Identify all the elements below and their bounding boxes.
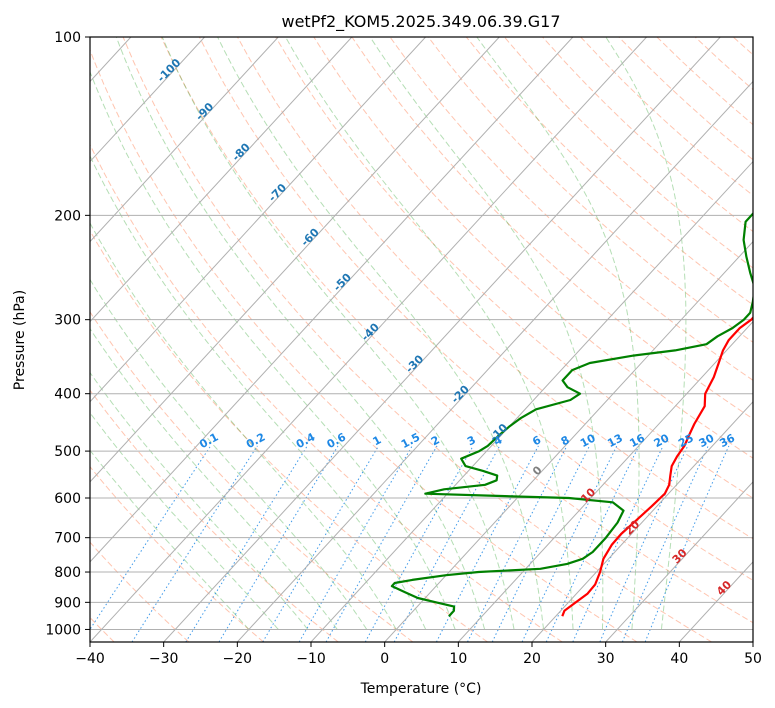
y-axis-title: Pressure (hPa) [12, 290, 28, 390]
y-tick-label: 300 [54, 313, 81, 329]
x-tick-label: 50 [744, 651, 762, 667]
mixing-ratio-label: 10 [578, 431, 598, 450]
moist-adiabat [285, 37, 574, 630]
dry-adiabat [90, 229, 488, 642]
mixing-ratio-label: 25 [676, 431, 696, 450]
skewed-isotherm [90, 37, 353, 323]
pressure-gridlines [90, 37, 753, 630]
dry-adiabat [465, 37, 753, 306]
y-tick-label: 700 [54, 531, 81, 547]
skewed-isotherms [90, 37, 753, 642]
y-tick-label: 100 [54, 30, 81, 46]
skewed-isotherm [90, 37, 574, 563]
moist-adiabat [90, 222, 397, 630]
skewed-isotherm [531, 401, 753, 642]
y-tick-label: 600 [54, 491, 81, 507]
moist-adiabat [90, 327, 338, 630]
sounding-profiles [390, 211, 753, 617]
dewpoint-profile [390, 211, 753, 617]
dry-adiabat [122, 37, 712, 642]
mixing-ratio-line [467, 445, 568, 642]
mixing-ratio-line [262, 445, 380, 642]
y-tick-label: 1000 [45, 622, 81, 638]
dry-adiabat [275, 37, 753, 499]
x-tick-label: 0 [380, 651, 389, 667]
x-axis-title: Temperature (°C) [360, 681, 482, 697]
y-tick-label: 200 [54, 208, 81, 224]
x-tick-label: −30 [149, 651, 179, 667]
mixing-ratio-line [218, 445, 339, 642]
mixing-ratio-label: 20 [652, 431, 672, 450]
moist-adiabat [90, 411, 279, 630]
moist-adiabat [90, 449, 250, 630]
mixing-ratio-label: 16 [627, 431, 647, 450]
skewed-isotherm [457, 320, 753, 642]
dry-adiabat [90, 465, 264, 642]
x-tick-label: 10 [449, 651, 467, 667]
skewed-isotherm [236, 80, 753, 642]
dry-adiabat [90, 48, 638, 642]
y-tick-label: 900 [54, 595, 81, 611]
plot-frame [89, 36, 754, 643]
dry-adiabat [389, 37, 753, 381]
dry-adiabat [160, 37, 753, 624]
moist-adiabat [90, 371, 309, 630]
mixing-ratio-line [185, 445, 308, 642]
x-tick-label: 20 [523, 651, 541, 667]
skewed-isotherm [310, 160, 753, 642]
skewed-isotherm [90, 37, 426, 403]
x-tick-label: −40 [75, 651, 105, 667]
skewed-isotherm [163, 37, 721, 642]
mixing-ratio-line [521, 445, 618, 642]
moist-adiabats [90, 37, 687, 630]
mixing-ratio-label: 13 [605, 431, 625, 450]
moist-adiabat [90, 154, 427, 630]
dry-adiabat [90, 143, 563, 642]
mixing-ratio-line [90, 445, 212, 631]
dry-adiabats [90, 37, 753, 642]
moist-adiabat [476, 37, 640, 630]
moist-adiabat [161, 37, 515, 630]
moist-adiabat [90, 70, 456, 630]
moist-adiabat [369, 37, 604, 630]
mixing-ratio-line [364, 445, 474, 642]
temperature-profile [561, 316, 753, 617]
x-tick-label: 30 [597, 651, 615, 667]
x-tick-label: −10 [296, 651, 326, 667]
mixing-ratio-line [491, 445, 590, 642]
y-tick-label: 800 [54, 565, 81, 581]
mixing-ratio-label: 30 [697, 431, 717, 450]
x-tick-label: 40 [670, 651, 688, 667]
mixing-ratio-line [131, 445, 258, 642]
x-tick-label: −20 [223, 651, 253, 667]
dry-adiabat [351, 37, 753, 420]
skewed-isotherm [90, 37, 647, 642]
skewed-isotherm [384, 240, 753, 642]
y-tick-label: 400 [54, 387, 81, 403]
dry-adiabat [237, 37, 753, 540]
skewed-isotherm [90, 37, 279, 243]
axes: −40 −30 −20 −10 0 10 20 30 40 50 100 200 300 400 500 60… [45, 30, 762, 667]
mixing-ratio-label: 36 [717, 431, 737, 450]
skewed-isotherm [605, 481, 753, 642]
chart-title: wetPf2_KOM5.2025.349.06.39.G17 [281, 12, 560, 32]
moist-adiabat [605, 37, 687, 630]
skewed-isotherm [90, 37, 500, 483]
mixing-ratio-line [644, 445, 730, 642]
mixing-ratio-line [621, 445, 709, 642]
moist-adiabat [90, 278, 368, 630]
moist-adiabat [217, 37, 544, 630]
skewed-isotherm [90, 37, 205, 163]
y-tick-label: 500 [54, 444, 81, 460]
